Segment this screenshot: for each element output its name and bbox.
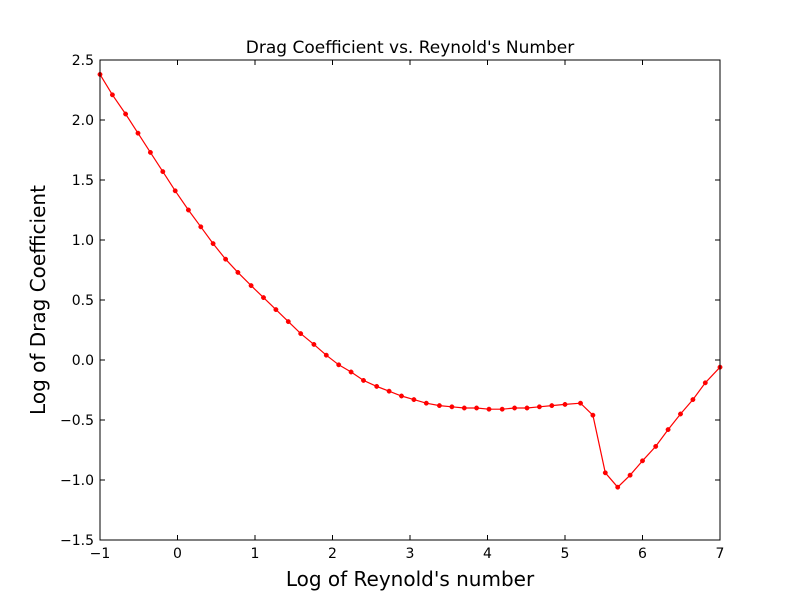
data-point — [348, 369, 354, 375]
x-tick-label: 3 — [406, 546, 415, 562]
data-point — [273, 307, 279, 313]
data-point — [411, 397, 417, 403]
data-point — [678, 411, 683, 417]
data-point — [461, 405, 467, 411]
data-point — [160, 169, 166, 175]
data-point — [298, 331, 304, 337]
x-tick-label: −1 — [90, 546, 111, 562]
data-point — [386, 388, 392, 394]
y-tick-label: 2.0 — [72, 113, 94, 129]
data-point — [135, 130, 141, 136]
y-tick-label: 1.5 — [72, 173, 94, 189]
x-axis-label: Log of Reynold's number — [286, 567, 535, 591]
data-point — [702, 380, 708, 386]
data-point — [235, 269, 241, 275]
data-point — [285, 319, 291, 325]
data-point — [474, 405, 480, 411]
y-tick-label: 1.0 — [72, 233, 94, 249]
y-tick-label: −1.0 — [60, 473, 94, 489]
data-point — [261, 295, 266, 301]
plot-area: −1 0 1 2 3 4 5 6 7 −1.5 −1.0 −0.5 0.0 0.5 1.0 1.5 2.0 2.5 — [60, 53, 724, 562]
data-point — [536, 404, 542, 410]
x-tick-label: 0 — [173, 546, 182, 562]
data-point — [578, 400, 583, 406]
data-point — [109, 92, 115, 98]
y-tick-label: 2.5 — [72, 53, 94, 69]
y-tick-label: −1.5 — [60, 533, 94, 549]
data-point — [248, 283, 254, 289]
data-point — [198, 224, 204, 230]
data-point — [223, 256, 229, 262]
data-point — [172, 188, 178, 194]
data-point — [374, 383, 380, 389]
data-point — [512, 405, 518, 411]
data-point — [323, 352, 329, 358]
data-point — [690, 397, 696, 403]
data-point — [336, 362, 342, 368]
x-tick-label: 7 — [716, 546, 725, 562]
data-point — [665, 427, 671, 433]
data-point — [590, 412, 596, 418]
data-point — [524, 405, 530, 411]
data-point — [499, 406, 505, 412]
data-point — [423, 400, 429, 406]
y-tick-label: 0.5 — [72, 293, 94, 309]
data-point — [449, 404, 455, 410]
data-point — [627, 472, 633, 478]
data-point — [653, 443, 659, 449]
data-point — [615, 484, 621, 490]
data-point — [185, 207, 191, 213]
x-tick-label: 5 — [561, 546, 570, 562]
y-tick-label: 0.0 — [72, 353, 94, 369]
data-point — [147, 149, 153, 155]
data-point — [210, 241, 216, 247]
data-point — [361, 377, 366, 383]
data-point — [123, 111, 129, 117]
chart-title: Drag Coefficient vs. Reynold's Number — [246, 38, 574, 58]
data-point — [311, 341, 317, 347]
y-axis-label: Log of Drag Coefficient — [26, 185, 50, 415]
data-point — [436, 403, 442, 409]
data-point — [562, 401, 568, 407]
y-tick-label: −0.5 — [60, 413, 94, 429]
data-point — [486, 406, 492, 412]
x-tick-label: 2 — [328, 546, 337, 562]
x-tick-label: 1 — [251, 546, 260, 562]
data-point — [549, 403, 555, 409]
data-point — [640, 458, 645, 464]
data-point — [399, 393, 404, 399]
x-tick-label: 4 — [483, 546, 492, 562]
x-tick-label: 6 — [638, 546, 647, 562]
data-point — [602, 470, 608, 476]
series-line — [99, 74, 721, 489]
